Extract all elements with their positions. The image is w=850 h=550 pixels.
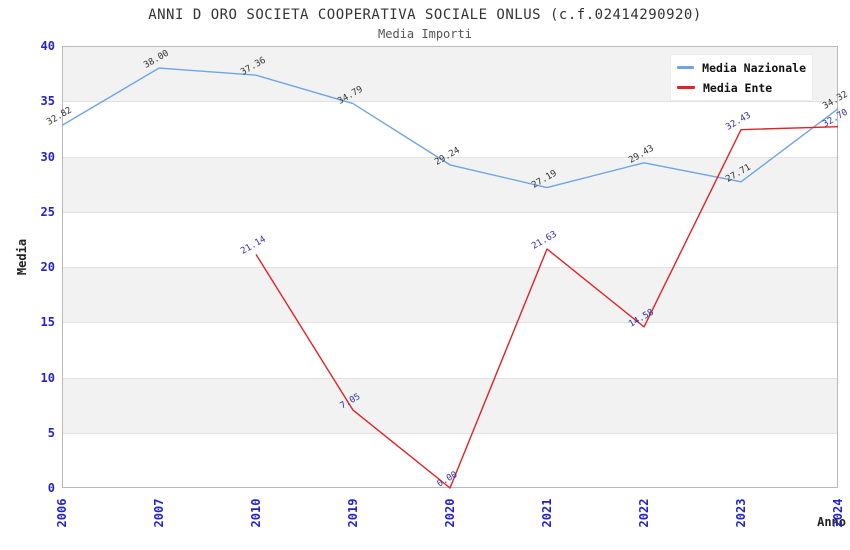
y-tick-label: 0 <box>47 481 55 495</box>
legend-item-media-ente: Media Ente <box>677 81 806 95</box>
legend-label-ente: Media Ente <box>703 80 773 95</box>
legend-item-media-nazionale: Media Nazionale <box>677 61 806 75</box>
legend-line-swatch-ente <box>677 86 695 89</box>
y-tick-label: 10 <box>40 370 55 385</box>
chart-title: ANNI D ORO SOCIETA COOPERATIVA SOCIALE O… <box>148 7 702 23</box>
y-tick-label: 15 <box>40 315 55 330</box>
gridline <box>62 267 838 268</box>
y-tick-label: 25 <box>40 204 55 219</box>
gridline <box>62 432 838 434</box>
chart-subtitle: Media Importi <box>378 27 472 41</box>
gridline <box>62 377 838 379</box>
y-tick-label: 5 <box>47 425 55 440</box>
legend: Media Nazionale Media Ente <box>670 54 813 101</box>
series-line-media-nazionale <box>61 67 839 189</box>
y-tick-label: 40 <box>40 39 55 53</box>
y-tick-label: 35 <box>40 94 55 109</box>
legend-line-swatch-nazionale <box>677 66 695 69</box>
series-line-media-ente <box>255 125 839 489</box>
background-band <box>62 267 838 323</box>
background-band <box>62 156 838 212</box>
gridline <box>62 101 838 103</box>
gridline <box>62 322 838 324</box>
legend-label-nazionale: Media Nazionale <box>702 60 806 75</box>
y-tick-label: 30 <box>40 149 55 164</box>
gridline <box>62 211 838 213</box>
x-axis-title: Anno <box>817 515 846 529</box>
gridline <box>62 156 838 158</box>
background-band <box>62 377 838 433</box>
y-tick-label: 20 <box>40 260 55 274</box>
